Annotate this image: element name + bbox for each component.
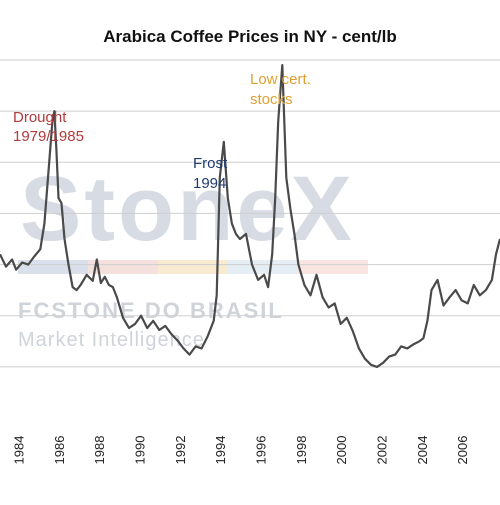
gridlines: [0, 59, 500, 368]
watermark: StoneX FCSTONE DO BRASIL Market Intellig…: [18, 158, 368, 351]
x-tick-label-2000: 2000: [334, 436, 349, 465]
annotation-frost-line-1: Frost: [193, 155, 228, 172]
x-tick-label-2004: 2004: [415, 436, 430, 465]
x-axis-tick-labels: 1984 1986 1988 1990 1992 1994 1996 1998 2000 2002…: [12, 436, 471, 465]
watermark-strip-segment-2: [158, 260, 228, 274]
x-tick-label-1986: 1986: [52, 436, 67, 465]
x-tick-label-1994: 1994: [213, 436, 228, 465]
watermark-strip-segment-1: [88, 260, 158, 274]
annotation-drought-line-1: Drought: [13, 109, 67, 126]
x-tick-label-1992: 1992: [173, 436, 188, 465]
watermark-strip-segment-0: [18, 260, 88, 274]
x-tick-label-1990: 1990: [133, 436, 148, 465]
watermark-line-1: FCSTONE DO BRASIL: [18, 298, 284, 323]
series-group: [0, 63, 500, 368]
annotation-frost-line-2: 1994: [193, 175, 226, 192]
watermark-strip-segment-3: [228, 260, 298, 274]
watermark-strip-segment-4: [298, 260, 368, 274]
x-tick-label-1988: 1988: [92, 436, 107, 465]
annotation-drought: Drought 1979/1985: [13, 109, 84, 145]
annotation-drought-line-2: 1979/1985: [13, 128, 84, 145]
annotation-stocks-line-1: Low cert.: [250, 71, 311, 88]
annotation-low-cert-stocks: Low cert. stocks: [250, 71, 311, 108]
watermark-line-2: Market Intelligence: [18, 329, 205, 351]
annotation-stocks-line-2: stocks: [250, 91, 293, 108]
x-tick-label-1998: 1998: [294, 436, 309, 465]
watermark-brand: StoneX: [20, 158, 355, 260]
x-tick-label-2006: 2006: [455, 436, 470, 465]
x-tick-label-1996: 1996: [254, 436, 269, 465]
price-series-line: [0, 63, 500, 368]
x-tick-label-1984: 1984: [12, 436, 27, 465]
chart-title: Arabica Coffee Prices in NY - cent/lb: [103, 27, 397, 46]
x-tick-label-2002: 2002: [374, 436, 389, 465]
annotation-frost: Frost 1994: [193, 155, 228, 192]
